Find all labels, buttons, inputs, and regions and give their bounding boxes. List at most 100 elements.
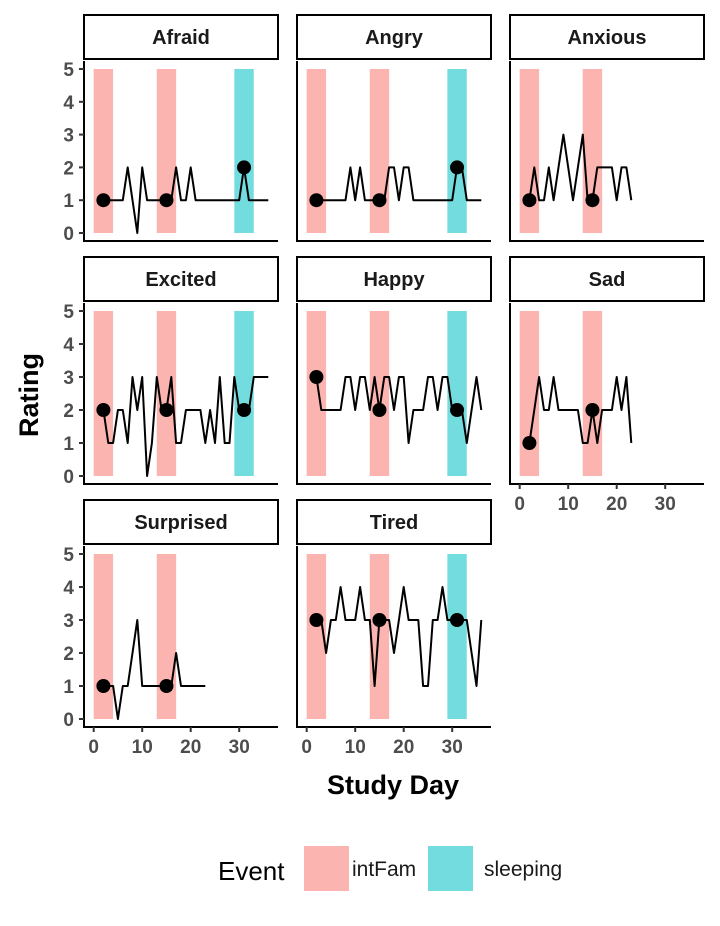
event-band-intFam [519, 311, 540, 476]
event-band-intFam [93, 554, 114, 719]
facet-panel-surprised: Surprised 0 1 2 3 4 5 0 10 20 30 [63, 499, 279, 758]
event-band-intFam [156, 69, 177, 233]
legend-key-intFam [304, 846, 349, 891]
facet-panel-afraid: Afraid 0 1 2 3 4 5 [63, 14, 279, 245]
x-tick-label: 0 [301, 737, 312, 758]
event-band-intFam [519, 69, 540, 233]
event-band-intFam [369, 311, 390, 476]
event-point [237, 403, 252, 417]
event-point [522, 436, 537, 450]
y-tick-label: 4 [63, 578, 74, 599]
facet-strip-label: Anxious [568, 27, 647, 49]
event-band-intFam [369, 69, 390, 233]
event-point [450, 160, 465, 175]
legend: Event intFam sleeping [218, 846, 562, 891]
x-tick-label: 20 [606, 494, 627, 515]
event-point [372, 613, 387, 627]
event-point [585, 193, 600, 208]
event-band-sleeping [234, 311, 254, 476]
x-tick-label: 10 [345, 737, 366, 758]
facet-strip-label: Excited [145, 269, 216, 291]
y-tick-label: 2 [63, 401, 74, 422]
event-band-intFam [156, 554, 177, 719]
facet-strip [296, 499, 492, 545]
y-tick-label: 0 [63, 224, 74, 245]
facet-strip-label: Surprised [134, 512, 227, 534]
y-tick-label: 4 [63, 93, 74, 114]
event-point [309, 193, 324, 208]
facet-strip [83, 256, 279, 302]
rating-line [103, 166, 269, 234]
legend-label-intFam: intFam [352, 858, 416, 881]
y-tick-label: 2 [63, 644, 74, 665]
event-band-sleeping [234, 69, 254, 233]
y-tick-label: 5 [63, 545, 74, 566]
y-tick-label: 0 [63, 710, 74, 731]
y-axis-title: Rating [14, 353, 44, 437]
facet-strip-label: Happy [363, 269, 425, 291]
event-band-sleeping [447, 554, 467, 719]
event-band-intFam [93, 311, 114, 476]
x-tick-label: 10 [558, 494, 579, 515]
facet-strip [509, 14, 705, 60]
event-point [309, 370, 324, 384]
facet-strip [296, 256, 492, 302]
event-point [159, 193, 174, 208]
x-tick-label: 0 [88, 737, 99, 758]
x-tick-label: 10 [132, 737, 153, 758]
event-band-sleeping [447, 311, 467, 476]
event-point [309, 613, 324, 627]
event-point [237, 160, 252, 175]
event-point [96, 193, 111, 208]
event-point [96, 679, 111, 693]
event-point [372, 403, 387, 417]
event-point [159, 403, 174, 417]
x-axis-title: Study Day [327, 770, 459, 800]
x-tick-label: 20 [180, 737, 201, 758]
y-tick-label: 3 [63, 368, 74, 389]
facet-strip-label: Afraid [152, 27, 210, 49]
event-band-intFam [156, 311, 177, 476]
event-point [159, 679, 174, 693]
facet-strip [509, 256, 705, 302]
y-tick-label: 0 [63, 467, 74, 488]
x-tick-label: 0 [514, 494, 525, 515]
y-tick-label: 3 [63, 611, 74, 632]
event-point [585, 403, 600, 417]
facet-panel-sad: Sad 0 10 20 30 [509, 256, 705, 515]
event-band-intFam [582, 311, 603, 476]
event-point [450, 613, 465, 627]
legend-label-sleeping: sleeping [484, 858, 562, 881]
facet-strip-label: Angry [365, 27, 424, 49]
event-point [522, 193, 537, 208]
y-tick-label: 1 [63, 677, 74, 698]
rating-line [316, 166, 482, 202]
event-band-intFam [582, 69, 603, 233]
event-point [450, 403, 465, 417]
facet-panel-anxious: Anxious [509, 14, 705, 242]
legend-title: Event [218, 856, 285, 886]
facet-strip-label: Tired [370, 512, 419, 534]
facet-panel-happy: Happy [296, 256, 492, 485]
facet-strip [83, 14, 279, 60]
x-tick-label: 30 [229, 737, 250, 758]
facet-panel-excited: Excited 0 1 2 3 4 5 [63, 256, 279, 488]
y-tick-label: 5 [63, 60, 74, 81]
facet-strip [296, 14, 492, 60]
y-tick-label: 3 [63, 126, 74, 147]
y-tick-label: 1 [63, 191, 74, 212]
event-band-intFam [93, 69, 114, 233]
y-tick-label: 4 [63, 335, 74, 356]
facet-panel-angry: Angry [296, 14, 492, 242]
event-band-intFam [306, 311, 327, 476]
legend-key-sleeping [428, 846, 473, 891]
event-band-intFam [306, 554, 327, 719]
y-tick-label: 1 [63, 434, 74, 455]
event-band-intFam [306, 69, 327, 233]
event-point [96, 403, 111, 417]
x-tick-label: 30 [442, 737, 463, 758]
x-tick-label: 30 [655, 494, 676, 515]
facet-panel-tired: Tired 0 10 20 30 [296, 499, 492, 758]
